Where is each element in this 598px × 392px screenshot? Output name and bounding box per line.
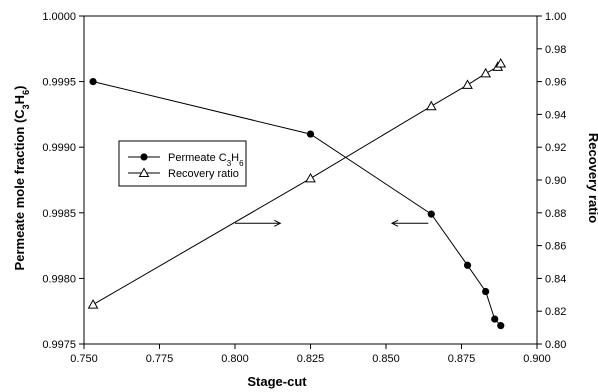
y-right-tick-label: 1.00 [545,11,566,23]
data-point-permeate [482,287,490,296]
legend-label-permeate: Permeate C3H6 [168,152,244,168]
y-right-tick-label: 0.86 [545,241,566,253]
y-left-tick-label: 0.9975 [42,339,76,351]
y-right-tick-label: 0.84 [545,273,566,285]
y-right-tick-label: 0.88 [545,208,566,220]
x-tick-label: 0.825 [297,353,325,365]
series-layer [87,58,507,330]
series-line-permeate [92,81,502,326]
annotation-layer [235,219,429,227]
legend-label-recovery: Recovery ratio [168,168,239,180]
y-left-tick-label: 0.9990 [42,142,76,154]
y-axis-left-title: Permeate mole fraction (C3H6) [12,86,31,271]
x-tick-label: 0.850 [372,353,400,365]
y-right-tick-label: 0.82 [545,306,566,318]
axes-layer: 0.750 0.775 0.800 0.825 0.850 0.875 0.900 0.997… [42,11,566,365]
x-axis-title: Stage-cut [247,374,307,389]
data-point-permeate [491,315,499,323]
y-left-tick-label: 1.0000 [42,11,76,23]
data-point-permeate [497,322,505,330]
data-point-recovery [495,58,507,68]
y-axis-right-title: Recovery ratio [586,133,598,223]
legend-marker-recovery [138,167,150,177]
data-point-recovery [87,299,99,309]
y-left-tick-label: 0.9995 [42,77,76,89]
data-point-recovery [462,79,473,89]
data-point-recovery [480,67,492,78]
data-point-recovery [425,100,437,111]
arrow-head-right-axis [390,219,399,227]
y-right-tick-label: 0.96 [545,77,566,89]
x-tick-label: 0.750 [70,353,98,365]
data-point-permeate [89,78,97,86]
y-left-tick-label: 0.9980 [42,273,76,285]
data-point-permeate [306,130,315,138]
y-left-tick-label: 0.9985 [42,208,76,220]
data-point-permeate [463,261,472,269]
legend-box [118,140,247,187]
y-right-tick-label: 0.90 [545,175,566,187]
x-tick-label: 0.875 [448,353,476,365]
y-right-tick-label: 0.94 [545,109,566,121]
x-tick-label: 0.900 [523,353,551,365]
y-right-tick-label: 0.92 [545,142,566,154]
legend: Permeate C3H6 Recovery ratio [118,140,247,187]
arrow-head-left-axis [274,219,282,227]
y-right-tick-label: 0.98 [545,44,566,56]
y-right-tick-label: 0.80 [545,339,566,351]
data-point-recovery [305,172,316,183]
legend-marker-permeate [140,153,148,161]
x-tick-label: 0.775 [146,353,174,365]
x-tick-label: 0.800 [221,353,249,365]
data-point-permeate [427,210,435,218]
